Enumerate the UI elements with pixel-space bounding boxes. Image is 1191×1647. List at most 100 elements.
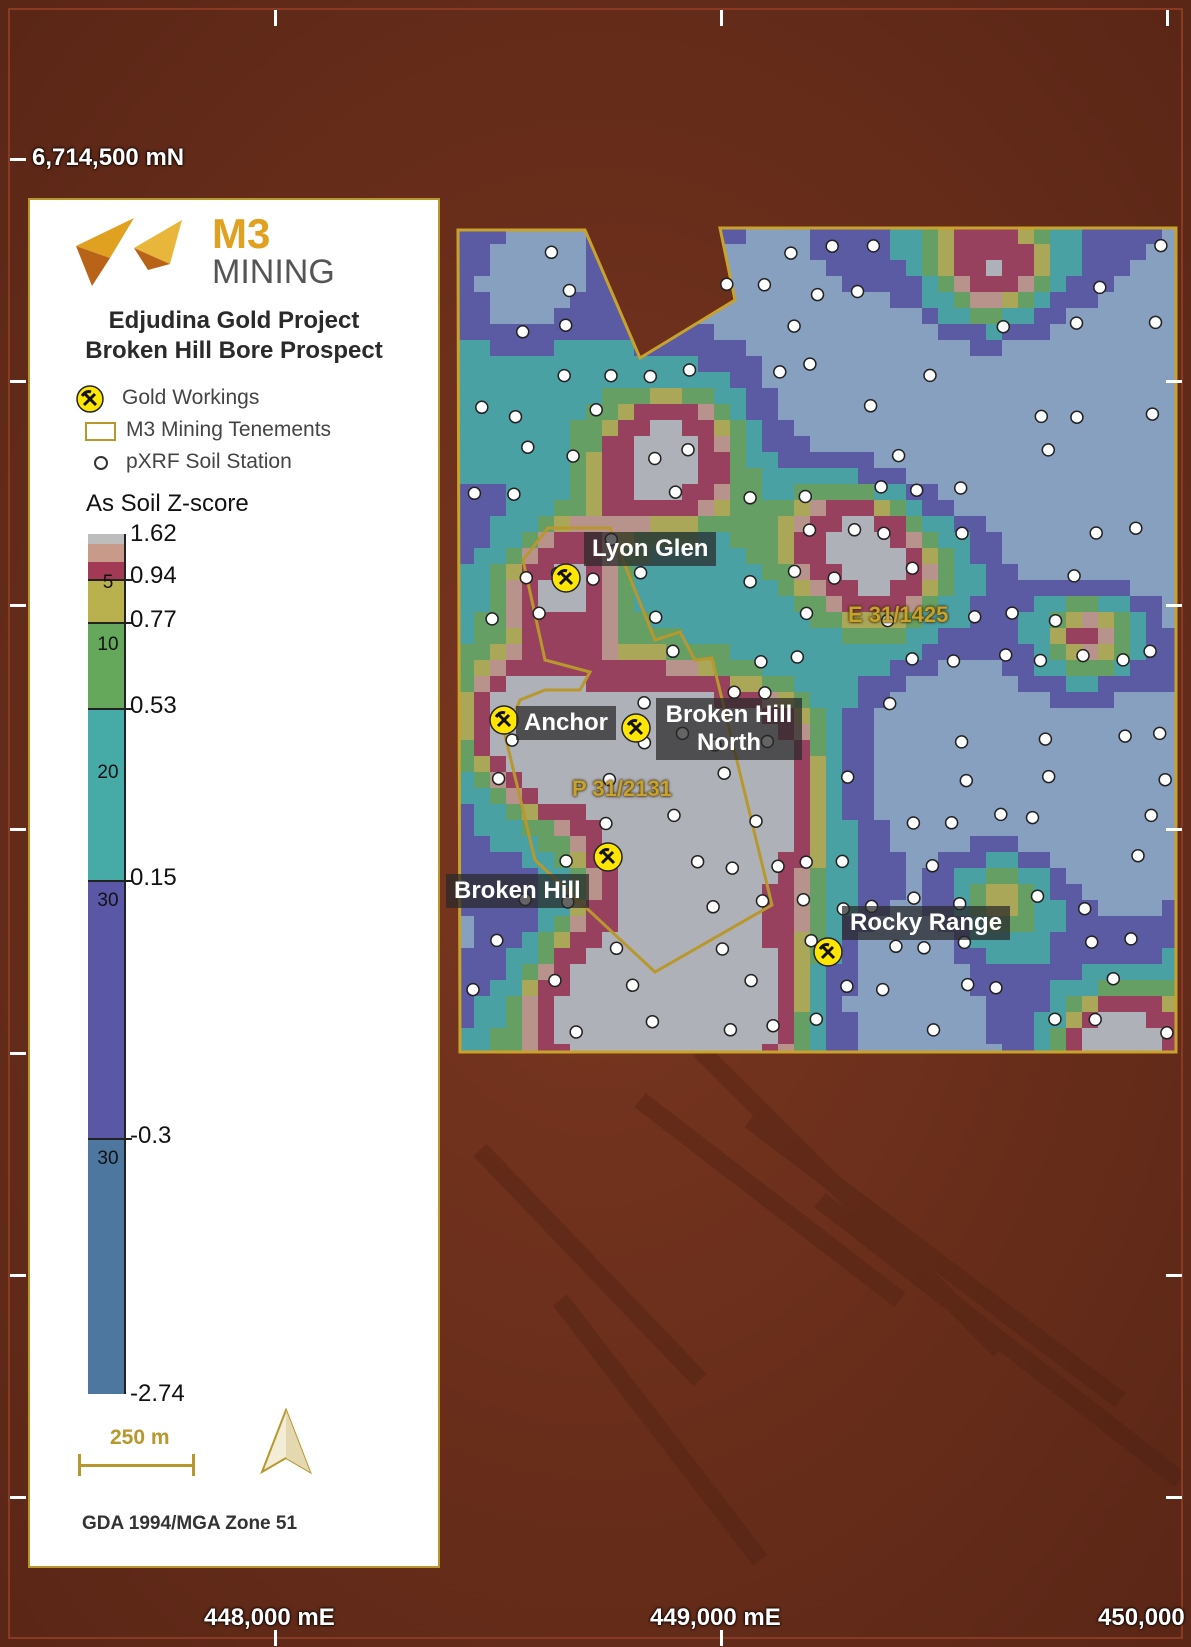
- grid-cell: [874, 436, 890, 452]
- grid-cell: [570, 500, 586, 516]
- grid-cell: [490, 372, 506, 388]
- grid-cell: [874, 852, 890, 868]
- grid-cell: [826, 628, 842, 644]
- grid-cell: [1162, 676, 1176, 692]
- soil-station-marker: [825, 239, 839, 253]
- grid-cell: [698, 788, 714, 804]
- grid-cell: [602, 500, 618, 516]
- grid-cell: [1114, 356, 1130, 372]
- grid-cell: [698, 980, 714, 996]
- grid-cell: [778, 548, 794, 564]
- grid-cell: [826, 884, 842, 900]
- grid-cell: [1098, 420, 1114, 436]
- grid-cell: [602, 340, 618, 356]
- grid-cell: [970, 308, 986, 324]
- grid-cell: [906, 804, 922, 820]
- grid-cell: [1050, 724, 1066, 740]
- grid-cell: [906, 676, 922, 692]
- grid-cell: [826, 612, 842, 628]
- grid-cell: [1146, 996, 1162, 1012]
- grid-cell: [666, 516, 682, 532]
- grid-cell: [938, 308, 954, 324]
- grid-cell: [922, 516, 938, 532]
- grid-cell: [874, 388, 890, 404]
- grid-cell: [682, 788, 698, 804]
- grid-cell: [1034, 356, 1050, 372]
- grid-cell: [618, 676, 634, 692]
- grid-cell: [746, 916, 762, 932]
- grid-cell: [778, 948, 794, 964]
- grid-cell: [602, 868, 618, 884]
- grid-cell: [586, 804, 602, 820]
- grid-cell: [698, 836, 714, 852]
- grid-cell: [682, 900, 698, 916]
- grid-cell: [650, 420, 666, 436]
- grid-cell: [1162, 1012, 1176, 1028]
- grid-cell: [922, 756, 938, 772]
- grid-cell: [554, 804, 570, 820]
- grid-cell: [602, 596, 618, 612]
- easting-label: 449,000 mE: [650, 1604, 781, 1631]
- grid-cell: [458, 628, 474, 644]
- grid-cell: [762, 452, 778, 468]
- grid-cell: [794, 452, 810, 468]
- grid-cell: [538, 948, 554, 964]
- grid-cell: [682, 804, 698, 820]
- grid-cell: [698, 772, 714, 788]
- scale-bar-end: [192, 1454, 195, 1476]
- grid-cell: [538, 676, 554, 692]
- grid-cell: [618, 580, 634, 596]
- grid-cell: [874, 564, 890, 580]
- grid-cell: [826, 964, 842, 980]
- grid-cell: [1066, 692, 1082, 708]
- grid-cell: [570, 308, 586, 324]
- grid-cell: [986, 756, 1002, 772]
- grid-cell: [1002, 564, 1018, 580]
- grid-cell: [858, 436, 874, 452]
- grid-cell: [938, 1044, 954, 1052]
- grid-cell: [874, 596, 890, 612]
- grid-cell: [1114, 468, 1130, 484]
- grid-cell: [698, 500, 714, 516]
- grid-cell: [1082, 484, 1098, 500]
- grid-cell: [1018, 772, 1034, 788]
- grid-cell: [714, 564, 730, 580]
- grid-cell: [506, 964, 522, 980]
- grid-cell: [794, 500, 810, 516]
- grid-cell: [490, 804, 506, 820]
- grid-cell: [954, 1012, 970, 1028]
- soil-station-marker: [959, 773, 974, 788]
- grid-cell: [1130, 884, 1146, 900]
- grid-cell: [474, 916, 490, 932]
- grid-cell: [682, 468, 698, 484]
- grid-cell: [586, 436, 602, 452]
- grid-cell: [794, 292, 810, 308]
- grid-cell: [554, 388, 570, 404]
- grid-cell: [458, 308, 474, 324]
- grid-cell: [1050, 484, 1066, 500]
- grid-cell: [970, 692, 986, 708]
- grid-cell: [1066, 548, 1082, 564]
- grid-cell: [458, 756, 474, 772]
- grid-cell: [842, 884, 858, 900]
- grid-cell: [666, 468, 682, 484]
- soil-station-marker: [558, 318, 573, 332]
- soil-station-marker: [802, 523, 817, 537]
- grid-cell: [922, 420, 938, 436]
- grid-cell: [490, 660, 506, 676]
- grid-cell: [1002, 836, 1018, 852]
- gold-workings: [489, 563, 843, 967]
- grid-cell: [554, 740, 570, 756]
- m3-logo-mark: [76, 218, 182, 286]
- grid-cell: [666, 772, 682, 788]
- grid-cell: [1098, 916, 1114, 932]
- gold-working-marker: [551, 563, 581, 593]
- grid-cell: [1114, 292, 1130, 308]
- grid-cell: [794, 1028, 810, 1044]
- grid-cell: [490, 324, 506, 340]
- grid-cell: [522, 404, 538, 420]
- grid-cell: [858, 980, 874, 996]
- grid-cell: [826, 1028, 842, 1044]
- grid-cell: [1034, 484, 1050, 500]
- grid-cell: [1002, 436, 1018, 452]
